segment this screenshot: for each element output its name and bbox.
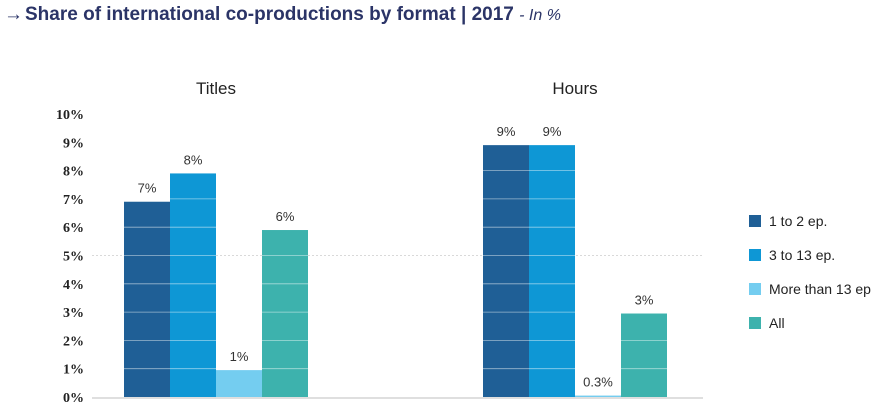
data-label: 8% bbox=[184, 152, 203, 167]
legend-label: 3 to 13 ep. bbox=[769, 247, 835, 263]
bar bbox=[216, 370, 262, 397]
bar bbox=[483, 145, 529, 397]
chart-title: → Share of international co-productions b… bbox=[4, 4, 561, 26]
data-label: 7% bbox=[138, 181, 157, 196]
data-label: 1% bbox=[230, 349, 249, 364]
legend-swatch bbox=[749, 317, 761, 329]
y-tick-label: 9% bbox=[63, 136, 84, 151]
arrow-icon: → bbox=[4, 4, 23, 25]
legend-swatch bbox=[749, 215, 761, 227]
y-tick-label: 6% bbox=[63, 221, 84, 236]
data-label: 9% bbox=[497, 124, 516, 139]
bar bbox=[262, 230, 308, 397]
y-tick-label: 1% bbox=[63, 363, 84, 378]
unit-note: - In % bbox=[519, 7, 561, 24]
y-tick-label: 3% bbox=[63, 306, 84, 321]
y-tick-label: 5% bbox=[63, 250, 84, 265]
legend-label: 1 to 2 ep. bbox=[769, 213, 827, 229]
panel-title: Hours bbox=[552, 79, 597, 98]
data-label: 9% bbox=[543, 124, 562, 139]
legend-swatch bbox=[749, 283, 761, 295]
legend-label: All bbox=[769, 315, 785, 331]
y-tick-label: 10% bbox=[56, 108, 84, 123]
legend-label: More than 13 ep bbox=[769, 281, 871, 297]
bar bbox=[529, 145, 575, 397]
y-tick-label: 4% bbox=[63, 278, 84, 293]
bar bbox=[124, 201, 170, 397]
bar bbox=[170, 173, 216, 397]
chart-title-text: Share of international co-productions by… bbox=[25, 4, 514, 25]
bar bbox=[621, 313, 667, 397]
data-label: 6% bbox=[276, 209, 295, 224]
data-label: 3% bbox=[635, 293, 654, 308]
y-tick-label: 8% bbox=[63, 165, 84, 180]
y-tick-label: 2% bbox=[63, 334, 84, 349]
panel-title: Titles bbox=[196, 79, 236, 98]
bar bbox=[575, 395, 621, 397]
y-tick-label: 0% bbox=[63, 391, 84, 406]
legend-swatch bbox=[749, 249, 761, 261]
data-label: 0.3% bbox=[583, 375, 613, 390]
y-tick-label: 7% bbox=[63, 193, 84, 208]
